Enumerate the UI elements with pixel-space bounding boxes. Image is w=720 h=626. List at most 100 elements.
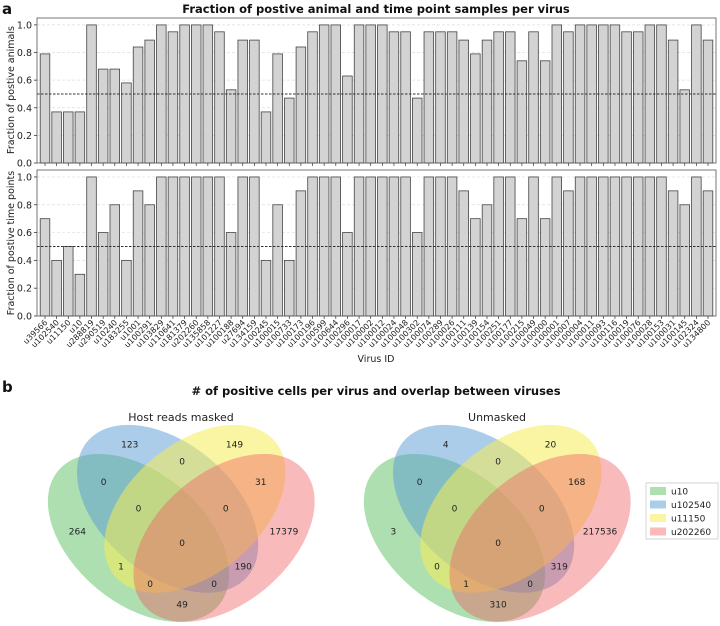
y-tick-label: 1.0 <box>17 20 32 31</box>
venn-region-count-0110: 0 <box>179 458 185 468</box>
bar-u100031 <box>667 39 679 164</box>
venn-region-count-0111: 0 <box>223 504 229 514</box>
bar-u100196 <box>307 31 318 164</box>
bar-u110641 <box>167 31 179 164</box>
bar-u1001 <box>132 190 144 317</box>
venn-region-count-0011: 31 <box>255 478 266 488</box>
bar-u100173 <box>295 46 307 164</box>
y-tick-label: 0.8 <box>17 200 32 211</box>
bar-u10 <box>74 111 86 164</box>
bar-u100177 <box>505 31 516 164</box>
bar-u100296 <box>342 232 353 317</box>
venn-region-count-1101: 0 <box>211 580 217 590</box>
bar-u100145 <box>679 89 690 164</box>
venn-region-count-1110: 0 <box>136 504 142 514</box>
y-tick-label: 0.2 <box>17 284 32 295</box>
bar-u100031 <box>667 190 679 317</box>
bar-u39566 <box>39 53 51 164</box>
bar-u290519 <box>97 68 109 164</box>
bar-u100302 <box>412 97 423 164</box>
bar-u100007 <box>563 31 574 164</box>
venn-set-u202260 <box>449 453 631 622</box>
bar-u100188 <box>225 232 237 317</box>
bar-u100076 <box>633 31 644 164</box>
legend-label: u202260 <box>671 528 711 538</box>
bar-u100599 <box>318 24 330 164</box>
bar-u100173 <box>295 190 307 317</box>
venn-region-count-1110: 0 <box>452 504 458 514</box>
bar-u100007 <box>563 190 574 317</box>
bar-u100000 <box>539 218 551 317</box>
legend-swatch-u102540 <box>650 500 666 509</box>
venn-region-count-0100: 123 <box>121 440 138 450</box>
venn-region-count-0101: 319 <box>551 563 568 573</box>
bar-u10 <box>74 273 86 317</box>
legend: u10 u102540 u11150 u202260 <box>645 482 719 540</box>
bar-u100215 <box>516 60 528 164</box>
bar-u100139 <box>470 53 481 164</box>
bar-u11150 <box>63 111 74 164</box>
bar-u134800 <box>702 190 714 317</box>
bar-u100026 <box>446 31 458 164</box>
y-tick-label: 1.0 <box>17 172 32 183</box>
bar-u1001 <box>132 46 144 164</box>
venn-region-count-1000: 3 <box>391 528 397 538</box>
bar-u100289 <box>435 31 446 164</box>
bar-u100188 <box>225 89 237 164</box>
bar-u100015 <box>272 204 283 317</box>
venn-region-count-0001: 17379 <box>270 528 299 538</box>
panel-a-letter: a <box>2 0 12 18</box>
bar-u134800 <box>702 39 714 164</box>
y-tick-label: 0.6 <box>17 228 32 239</box>
venn-region-count-1011: 1 <box>463 580 469 590</box>
y-tick-label: 0.4 <box>17 103 32 114</box>
venn-unmasked: Unmasked 217536 20 168 4 319 0 0 3 310 0 1 0 0 0 0 <box>363 411 631 622</box>
venn-region-count-0011: 168 <box>568 478 585 488</box>
venn-region-count-0110: 0 <box>495 458 501 468</box>
venn-region-count-0010: 20 <box>545 440 557 450</box>
venn-region-count-1010: 1 <box>118 563 124 573</box>
venn-region-count-1000: 264 <box>69 528 86 538</box>
bar-u100049 <box>528 31 539 164</box>
venn-region-count-1001: 310 <box>490 600 507 610</box>
plot-frame <box>36 169 717 317</box>
venn-region-count-1111: 0 <box>179 539 185 549</box>
y-tick-label: 0.0 <box>17 312 32 323</box>
venn-region-count-1010: 0 <box>434 563 440 573</box>
bar-u202260 <box>191 24 202 164</box>
bar-u100024 <box>388 31 400 164</box>
bar-u100215 <box>516 218 528 317</box>
bar-u100048 <box>400 31 411 164</box>
y-tick-label: 0.8 <box>17 48 32 59</box>
legend-swatch-u10 <box>650 487 666 495</box>
panel-b-title: # of positive cells per virus and overla… <box>191 384 560 398</box>
venn-region-count-1100: 0 <box>101 478 107 488</box>
panel-a-title: Fraction of postive animal and time poin… <box>182 2 570 16</box>
x-axis-label: Virus ID <box>358 354 395 365</box>
bar-u100733 <box>284 97 295 164</box>
bar-u100302 <box>412 232 423 317</box>
bar-u11150 <box>63 246 74 317</box>
venn-region-count-1111: 0 <box>495 539 501 549</box>
venn-region-count-1011: 0 <box>147 580 153 590</box>
bar-u202260 <box>191 176 202 317</box>
bar-u100145 <box>679 204 690 317</box>
bar-u134159 <box>249 39 260 164</box>
venn-set-u11150 <box>420 424 602 593</box>
bar-u100111 <box>458 39 469 164</box>
legend-label: u10 <box>671 488 688 498</box>
bar-u290519 <box>97 232 109 317</box>
venn-region-count-0100: 4 <box>443 440 449 450</box>
bar-u100599 <box>318 176 330 317</box>
panel-b-letter: b <box>2 378 13 396</box>
bar-u10240 <box>109 204 120 317</box>
bar-u100245 <box>260 111 272 164</box>
bar-u102540 <box>51 111 62 164</box>
y-tick-label: 0.2 <box>17 131 32 142</box>
legend-swatch-u11150 <box>650 514 666 522</box>
y-tick-label: 0.4 <box>17 256 32 267</box>
bar-u100000 <box>539 60 551 164</box>
venn-region-count-0010: 149 <box>226 440 243 450</box>
